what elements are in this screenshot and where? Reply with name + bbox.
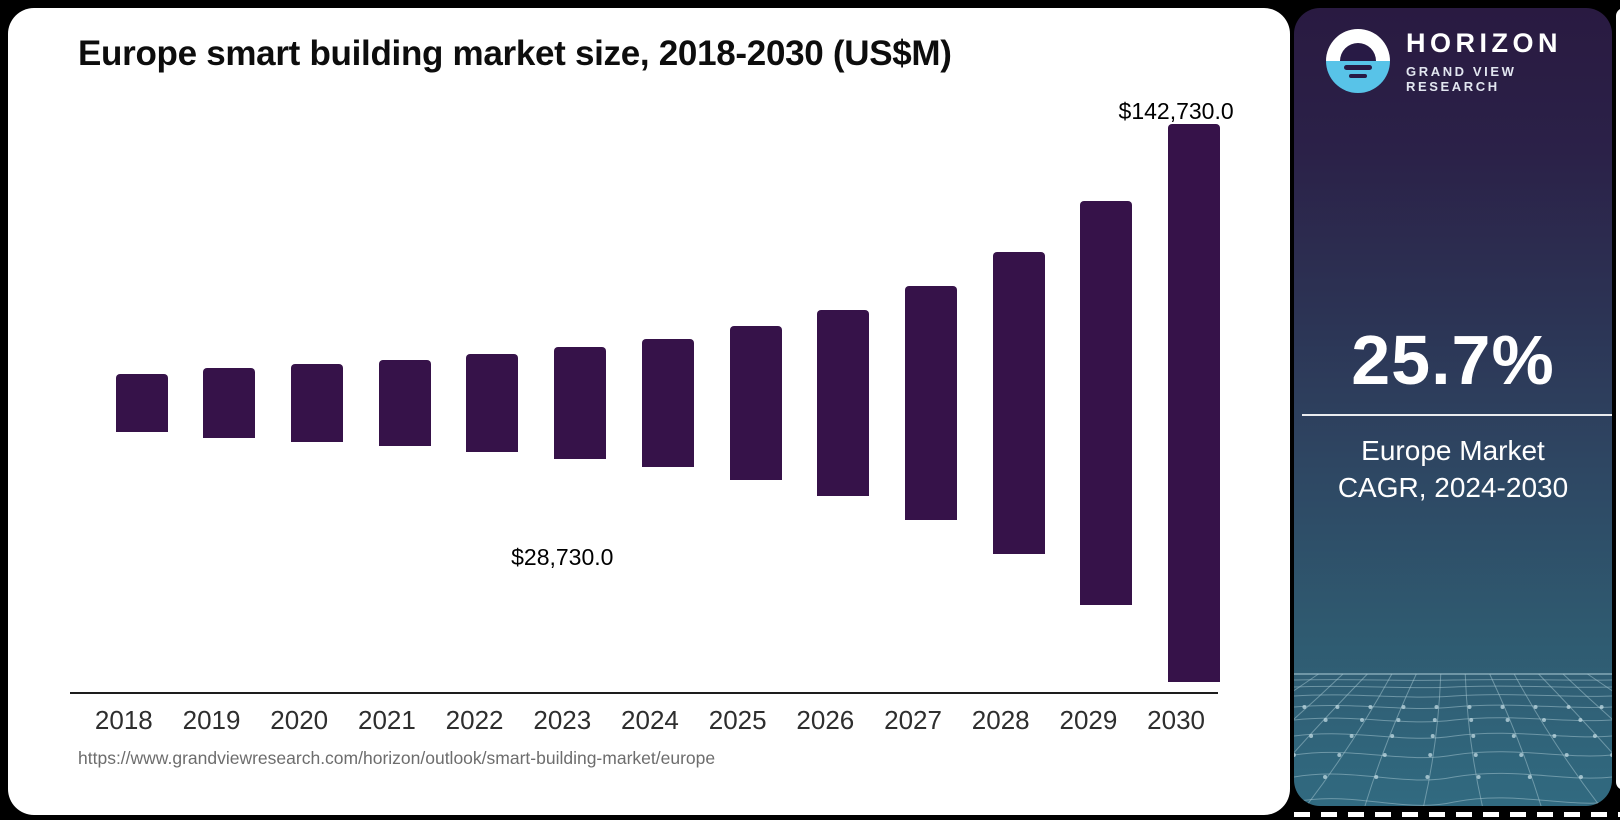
x-axis-tick-label: 2027: [884, 705, 942, 735]
x-axis-tick-label: 2026: [796, 705, 855, 735]
bar: [817, 309, 870, 497]
bar: [115, 374, 168, 432]
bar-chart: 2018 2019 2020 2021 2022 $28,730.0 2023 2024 202…: [80, 98, 1234, 735]
bar-column: 2021: [343, 113, 431, 735]
bar-column: 2020: [255, 113, 344, 735]
horizon-sun-circle-icon: [1326, 29, 1390, 93]
brand-name: HORIZON: [1406, 28, 1562, 58]
chart-title: Europe smart building market size, 2018-…: [78, 34, 952, 73]
brand-panel: HORIZON GRAND VIEW RESEARCH 25.7% Europe…: [1294, 8, 1612, 806]
bar-column: $142,730.0 2030: [1119, 98, 1234, 735]
x-axis-tick-label: 2019: [182, 705, 241, 735]
bar-value-label: $142,730.0: [1118, 98, 1234, 124]
x-axis-tick-label: 2028: [971, 705, 1030, 735]
x-axis-tick-label: 2023: [533, 705, 592, 735]
bar: [904, 285, 957, 521]
bar: [1167, 124, 1220, 682]
bar: [291, 363, 344, 443]
bar-column: 2025: [694, 113, 782, 735]
brand-text: HORIZON GRAND VIEW RESEARCH: [1406, 28, 1612, 94]
bar-column: 2027: [869, 113, 957, 735]
cagr-stat: 25.7% Europe Market CAGR, 2024-2030: [1294, 320, 1612, 506]
bar: [466, 353, 519, 453]
x-axis-tick-label: 2020: [270, 705, 329, 735]
stat-divider: [1302, 414, 1612, 416]
bar: [641, 338, 694, 468]
bar-value-label: $28,730.0: [511, 543, 614, 570]
adjacent-card-edge: [1616, 8, 1620, 790]
logo-horizon-line: [1344, 65, 1372, 70]
bar: [992, 252, 1045, 554]
cagr-caption-line2: CAGR, 2024-2030: [1337, 472, 1569, 503]
bar-column: 2026: [782, 113, 870, 735]
mesh-pattern: [1294, 670, 1612, 806]
x-axis-line: [70, 692, 1218, 694]
bar-column: 2022: [431, 113, 519, 735]
brand-header: HORIZON GRAND VIEW RESEARCH: [1326, 28, 1612, 94]
bar-column: 2019: [168, 113, 256, 735]
bar: [729, 325, 782, 481]
source-url: https://www.grandviewresearch.com/horizo…: [78, 748, 716, 768]
x-axis-tick-label: 2025: [708, 705, 767, 735]
x-axis-tick-label: 2021: [357, 705, 416, 735]
logo-dome-shape: [1340, 43, 1376, 61]
cagr-caption: Europe Market CAGR, 2024-2030: [1294, 432, 1612, 506]
chart-card: Europe smart building market size, 2018-…: [8, 8, 1290, 815]
bar-column: 2028: [957, 113, 1045, 735]
x-axis-tick-label: 2024: [621, 705, 679, 735]
x-axis-tick-label: 2018: [94, 705, 153, 735]
x-axis-tick-label: 2029: [1059, 705, 1118, 735]
bar-column: 2029: [1045, 113, 1133, 735]
cagr-caption-line1: Europe Market: [1361, 435, 1545, 466]
bar-column: 2018: [80, 113, 168, 735]
logo-horizon-line: [1349, 74, 1367, 78]
bar: [203, 367, 256, 439]
brand-subtitle: GRAND VIEW RESEARCH: [1406, 64, 1517, 94]
bar: [1080, 200, 1133, 606]
bar: [554, 346, 607, 460]
bar: [378, 360, 431, 446]
x-axis-tick-label: 2030: [1147, 705, 1206, 735]
cagr-value: 25.7%: [1351, 321, 1555, 399]
adjacent-card-dashes: [1294, 812, 1620, 817]
bar-column: $28,730.0 2023: [511, 113, 613, 735]
bar-column: 2024: [606, 113, 694, 735]
x-axis-tick-label: 2022: [445, 705, 504, 735]
